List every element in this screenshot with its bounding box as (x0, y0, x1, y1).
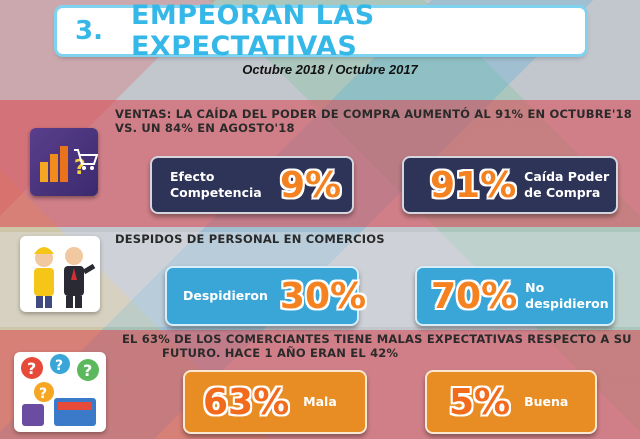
card-percent: 9% (280, 164, 342, 206)
svg-text:?: ? (55, 358, 63, 374)
question-people-icon: ? ? ? ? (14, 352, 106, 432)
card-buena: 5% Buena (425, 370, 597, 434)
section-3-heading-line2: FUTURO. HACE 1 AÑO ERAN EL 42% (162, 346, 399, 360)
section-number: 3. (75, 16, 103, 46)
svg-text:?: ? (39, 386, 47, 402)
card-despidieron: Despidieron 30% (165, 266, 366, 326)
page-subtitle: Octubre 2018 / Octubre 2017 (242, 62, 418, 77)
section-1-heading: VENTAS: LA CAÍDA DEL PODER DE COMPRA AUM… (115, 107, 635, 135)
svg-text:?: ? (74, 155, 86, 179)
card-no-despidieron: 70% No despidieron (415, 266, 615, 326)
card-caida-poder-compra: 91% Caída Poder de Compra (402, 156, 618, 214)
section-3-heading-line1: EL 63% DE LOS COMERCIANTES TIENE MALAS E… (122, 332, 632, 346)
section-2-heading-line1: DESPIDOS DE PERSONAL EN COMERCIOS (115, 232, 385, 246)
card-label: Efecto Competencia (170, 169, 262, 200)
card-efecto-competencia: Efecto Competencia 9% (150, 156, 354, 214)
workers-icon (20, 236, 100, 312)
title-banner: 3. EMPEORAN LAS EXPECTATIVAS (57, 0, 585, 62)
svg-text:?: ? (27, 359, 36, 378)
card-label: Caída Poder de Compra (524, 169, 610, 200)
page-title: EMPEORAN LAS EXPECTATIVAS (130, 0, 375, 62)
shopping-cart-icon: ? (30, 128, 99, 196)
card-percent: 30% (279, 275, 367, 317)
card-label: Mala (303, 394, 337, 409)
card-label: No despidieron (525, 280, 609, 311)
card-mala: 63% Mala (183, 370, 367, 434)
section-3-heading: EL 63% DE LOS COMERCIANTES TIENE MALAS E… (122, 332, 637, 360)
card-label: Despidieron (183, 288, 268, 303)
svg-text:?: ? (83, 361, 92, 380)
card-percent: 63% (203, 381, 290, 423)
card-percent: 91% (430, 164, 517, 206)
card-percent: 5% (449, 381, 511, 423)
card-label: Buena (524, 394, 569, 409)
section-1-heading-line2: VS. UN 84% EN AGOSTO'18 (115, 121, 295, 135)
section-2-heading: DESPIDOS DE PERSONAL EN COMERCIOS (115, 232, 635, 246)
card-percent: 70% (431, 275, 518, 317)
section-1-heading-line1: VENTAS: LA CAÍDA DEL PODER DE COMPRA AUM… (115, 107, 632, 121)
